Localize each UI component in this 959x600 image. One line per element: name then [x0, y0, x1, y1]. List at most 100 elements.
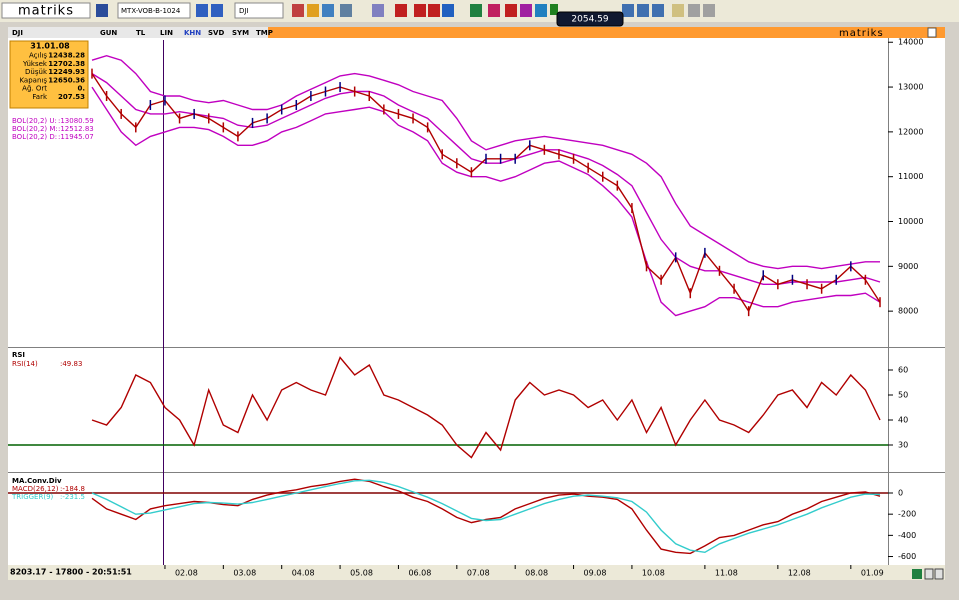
x-tick-label: 10.08: [642, 569, 665, 578]
x-tick-label: 06.08: [408, 569, 431, 578]
icon[interactable]: [307, 4, 319, 17]
series-line: [91, 54, 880, 270]
y-tick-label: 8000: [898, 307, 918, 316]
y-tick-label: 9000: [898, 262, 918, 271]
info-label: Yüksek: [22, 60, 48, 68]
info-box: [9, 40, 89, 109]
tab-bar: [8, 27, 945, 38]
tab[interactable]: TMP: [256, 29, 273, 37]
info-label: Fark: [32, 93, 48, 101]
legend-value: :12512.83: [58, 125, 94, 133]
save-icon[interactable]: [96, 4, 108, 17]
icon[interactable]: [652, 4, 664, 17]
symbol-box[interactable]: [117, 2, 191, 19]
x-tick-label: 04.08: [292, 569, 315, 578]
tab[interactable]: SYM: [232, 29, 249, 37]
scroll-left[interactable]: [924, 568, 934, 580]
icon[interactable]: [292, 4, 304, 17]
icon[interactable]: [505, 4, 517, 17]
icon[interactable]: [322, 4, 334, 17]
y-tick-label: 0: [898, 489, 903, 498]
info-label: Kapanış: [19, 76, 47, 84]
tab[interactable]: GUN: [100, 29, 117, 37]
y-tick-label: 11000: [898, 172, 923, 181]
legend-value: :49.83: [60, 360, 82, 368]
y-tick-label: -400: [898, 531, 916, 540]
y-tick-label: 10000: [898, 217, 923, 226]
info-value: 12438.28: [48, 52, 85, 60]
series-line: [91, 86, 881, 317]
legend-name: BOL(20,2) D:: [12, 133, 57, 141]
icon[interactable]: [550, 4, 558, 15]
x-tick-label: 03.08: [233, 569, 256, 578]
panel-title: RSI: [12, 351, 25, 359]
info-label: Düşük: [25, 68, 48, 76]
info-value: 12249.93: [48, 68, 85, 76]
x-tick-label: 05.08: [350, 569, 373, 578]
tab[interactable]: LIN: [160, 29, 173, 37]
y-tick-label: 12000: [898, 127, 923, 136]
series-line: [91, 478, 881, 555]
icon[interactable]: [395, 4, 407, 17]
icon[interactable]: [688, 4, 700, 17]
icon[interactable]: [622, 4, 634, 17]
x-tick-label: 08.08: [525, 569, 548, 578]
legend-value: :13080.59: [58, 117, 94, 125]
info-value: 12650.36: [48, 76, 85, 84]
icon[interactable]: [703, 4, 715, 17]
legend-name: BOL(20,2) U:: [12, 117, 57, 125]
icon[interactable]: [520, 4, 532, 17]
y-tick-label: -600: [898, 552, 916, 561]
tab[interactable]: SVD: [208, 29, 224, 37]
y-tick-label: 60: [898, 366, 908, 375]
symbol-box-text: MTX-VOB-B-1024: [121, 7, 181, 15]
info-label: Açılış: [29, 52, 47, 60]
info-date: 31.01.08: [30, 42, 70, 51]
tab[interactable]: KHN: [184, 29, 201, 37]
y-tick-label: -200: [898, 510, 916, 519]
logo-box: [1, 2, 91, 19]
icon[interactable]: [637, 4, 649, 17]
symbol-field-text: DJI: [239, 7, 249, 15]
x-tick-label: 11.08: [715, 569, 738, 578]
icon[interactable]: [428, 4, 440, 17]
series-line: [91, 479, 881, 554]
icon[interactable]: [340, 4, 352, 17]
icon[interactable]: [535, 4, 547, 17]
icon[interactable]: [488, 4, 500, 17]
tab-strip: [8, 27, 268, 38]
icon[interactable]: [196, 4, 208, 17]
icon[interactable]: [414, 4, 426, 17]
icon[interactable]: [672, 4, 684, 17]
icon[interactable]: [211, 4, 223, 17]
series-line: [91, 356, 881, 459]
x-tick-label: 12.08: [788, 569, 811, 578]
x-tick-label: 01.09: [861, 569, 884, 578]
icon[interactable]: [470, 4, 482, 17]
tab[interactable]: TL: [136, 29, 146, 37]
y-tick-label: 13000: [898, 83, 923, 92]
icon[interactable]: [442, 4, 454, 17]
y-tick-label: 30: [898, 441, 908, 450]
legend-name: TRIGGER(9): [11, 493, 54, 501]
panel-title: DJI: [12, 29, 23, 37]
logo: matriks: [18, 4, 74, 19]
info-value: 207.53: [58, 93, 85, 101]
bottom-strip: [8, 565, 945, 580]
legend-name: RSI(14): [12, 360, 38, 368]
y-tick-label: 50: [898, 391, 908, 400]
scroll-right[interactable]: [934, 568, 944, 580]
legend-value: :11945.07: [58, 133, 94, 141]
legend-name: BOL(20,2) M:: [12, 125, 58, 133]
x-tick-label: 09.08: [584, 569, 607, 578]
symbol-field[interactable]: [234, 2, 284, 19]
refresh-button[interactable]: [912, 569, 922, 579]
brand-right: matriks: [839, 28, 884, 39]
x-tick-label: 02.08: [175, 569, 198, 578]
icon[interactable]: [372, 4, 384, 17]
close-button[interactable]: [927, 27, 937, 38]
ticker-value: 2054.59: [571, 15, 608, 25]
toolbar-icons: [292, 4, 715, 17]
